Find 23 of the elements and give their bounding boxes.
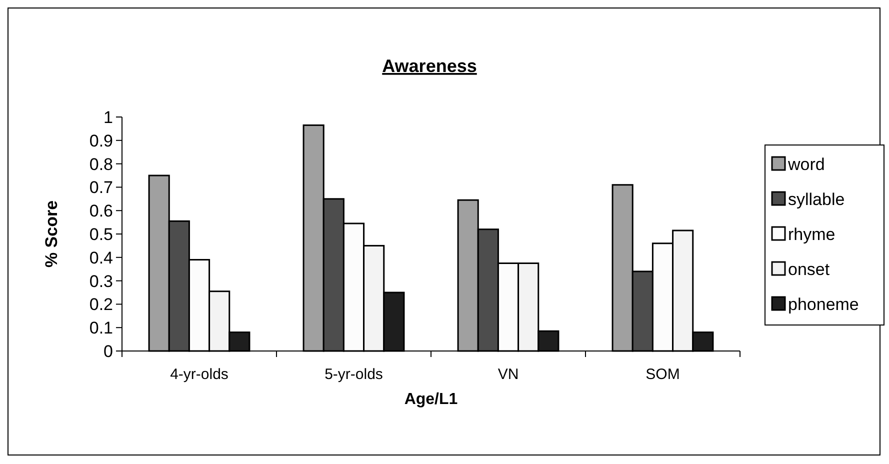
x-axis-title: Age/L1 (404, 391, 458, 408)
y-tick-label: 0.1 (89, 318, 113, 338)
x-tick-label: VN (498, 366, 519, 383)
y-tick-label: 0.4 (89, 248, 113, 268)
y-tick-label: 0.6 (89, 202, 113, 221)
legend-label: rhyme (788, 224, 836, 244)
y-tick-label: 0.9 (89, 131, 113, 150)
y-tick-label: 0.8 (89, 154, 113, 174)
y-tick-label: 0.3 (89, 272, 113, 291)
x-tick-label: SOM (646, 366, 680, 383)
y-tick-label: 0 (104, 342, 113, 361)
legend-label: word (787, 154, 825, 174)
y-axis-title: % Score (42, 200, 61, 268)
y-tick-label: 0.7 (89, 178, 113, 198)
legend-label: phoneme (788, 294, 859, 314)
y-tick-label: 1 (104, 108, 113, 127)
y-tick-label: 0.2 (89, 295, 113, 314)
x-tick-label: 4-yr-olds (170, 366, 228, 383)
legend-label: onset (788, 260, 830, 279)
x-tick-label: 5-yr-olds (324, 366, 383, 383)
chart-title: Awareness (382, 56, 477, 76)
y-tick-label: 0.5 (89, 224, 113, 244)
legend-label: syllable (788, 190, 845, 209)
